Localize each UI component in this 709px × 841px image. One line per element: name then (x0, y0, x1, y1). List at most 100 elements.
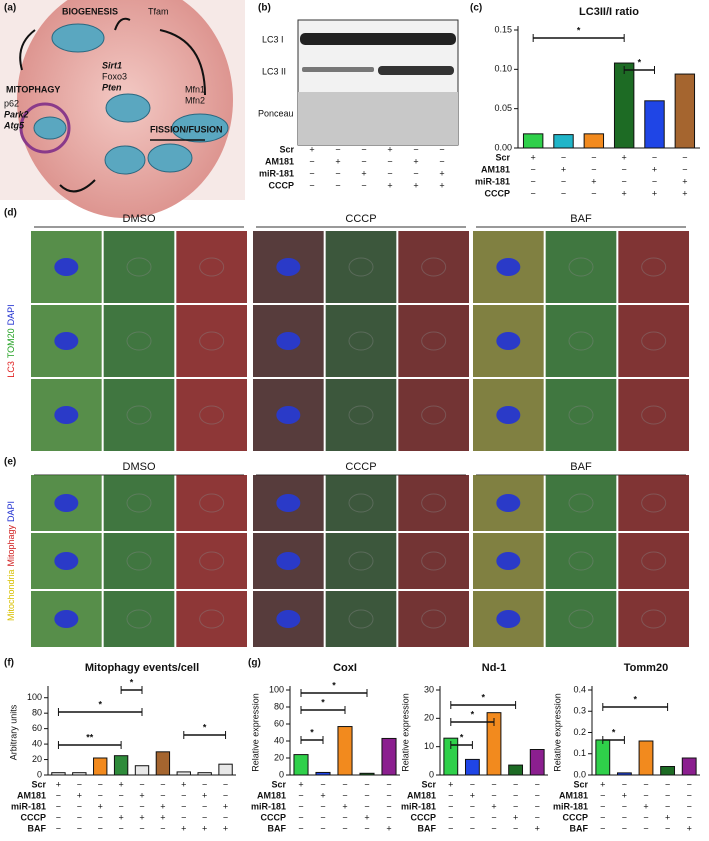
condition-sign: − (298, 823, 303, 833)
cell-nucleus (568, 405, 594, 425)
band (378, 66, 454, 75)
condition-sign: − (470, 823, 475, 833)
condition-name: Scr (573, 779, 588, 789)
condition-sign: − (561, 188, 566, 198)
panel-label: (f) (4, 658, 14, 669)
cell-nucleus (54, 406, 79, 424)
panel-label: (b) (258, 3, 271, 14)
bar (616, 772, 632, 776)
group-header: DMSO (123, 213, 156, 225)
y-axis-label: Relative expression (400, 693, 410, 772)
micrograph (545, 231, 617, 303)
condition-name: AM181 (481, 164, 510, 174)
condition-sign: + (561, 164, 566, 174)
y-tick-label: 20 (424, 713, 434, 723)
condition-sign: − (202, 779, 207, 789)
bar (644, 100, 665, 149)
condition-sign: + (413, 180, 418, 190)
micrograph (545, 305, 617, 377)
condition-sign: − (643, 790, 648, 800)
condition-sign: − (535, 812, 540, 822)
micrograph (103, 305, 175, 377)
condition-sign: − (591, 188, 596, 198)
cell-nucleus (199, 609, 225, 629)
cell-nucleus (276, 494, 301, 512)
condition-sign: − (652, 176, 657, 186)
cell-nucleus (126, 331, 152, 351)
row-label: Scr Ctrl (20, 488, 30, 518)
condition-name: CCCP (410, 812, 436, 822)
condition-sign: − (342, 779, 347, 789)
micrograph (325, 475, 397, 531)
cell-nucleus (421, 331, 447, 351)
condition-sign: − (320, 779, 325, 789)
bar (529, 749, 545, 776)
condition-sign: − (439, 156, 444, 166)
bar (508, 764, 524, 776)
label: Tfam (148, 6, 169, 16)
panel-b: (b) LC3 I LC3 II Ponceau (258, 3, 459, 146)
condition-sign: − (160, 823, 165, 833)
condition-name: Scr (31, 779, 46, 789)
group-header: BAF (570, 213, 592, 225)
cell-nucleus (276, 552, 301, 570)
y-tick-label: 0.1 (573, 748, 586, 758)
condition-name: miR-181 (11, 801, 46, 811)
bar (72, 772, 87, 776)
cell-nucleus (199, 493, 225, 513)
condition-name: Scr (279, 144, 294, 154)
condition-sign: − (448, 823, 453, 833)
cell-nucleus (568, 493, 594, 513)
micrograph (618, 379, 689, 451)
condition-name: AM181 (407, 790, 436, 800)
y-tick-label: 0.05 (494, 103, 512, 113)
y-axis-label: Arbitrary units (8, 704, 18, 760)
mitochondrion (147, 143, 193, 173)
condition-sign: − (118, 801, 123, 811)
cell-nucleus (348, 405, 374, 425)
bar (134, 765, 150, 776)
significance-label: * (638, 57, 642, 67)
bar (93, 757, 108, 776)
micrograph (398, 305, 469, 377)
condition-sign: + (687, 823, 692, 833)
condition-sign: − (56, 823, 61, 833)
condition-name: CCCP (268, 180, 294, 190)
y-axis-label: Relative expression (250, 693, 260, 772)
condition-sign: + (439, 180, 444, 190)
significance-label: * (471, 709, 475, 719)
condition-sign: − (470, 812, 475, 822)
row-label: miR-181 (20, 602, 30, 636)
condition-sign: + (98, 801, 103, 811)
panel-label: (c) (470, 3, 482, 14)
micrograph (176, 591, 247, 647)
micrograph (103, 533, 175, 589)
y-tick-label: 100 (269, 684, 284, 694)
micrograph (545, 533, 617, 589)
condition-sign: − (342, 790, 347, 800)
bar (522, 133, 544, 149)
panel-label: (a) (4, 3, 16, 14)
condition-sign: − (561, 176, 566, 186)
bar (595, 739, 611, 776)
condition-name: miR-181 (259, 168, 294, 178)
cell-nucleus (568, 257, 594, 277)
condition-sign: + (413, 156, 418, 166)
group-header: CCCP (345, 213, 376, 225)
y-tick-label: 0 (37, 769, 42, 779)
micrograph (398, 379, 469, 451)
condition-sign: − (387, 168, 392, 178)
mitochondrion (171, 113, 229, 143)
condition-sign: + (682, 176, 687, 186)
micrograph (398, 533, 469, 589)
condition-sign: − (622, 801, 627, 811)
condition-sign: + (223, 801, 228, 811)
y-tick-label: 20 (274, 752, 284, 762)
condition-sign: + (682, 188, 687, 198)
bar (197, 772, 212, 776)
mitochondrion (51, 23, 105, 53)
condition-sign: + (361, 168, 366, 178)
significance-label: * (130, 677, 134, 687)
condition-sign: − (77, 801, 82, 811)
micrograph (103, 591, 175, 647)
